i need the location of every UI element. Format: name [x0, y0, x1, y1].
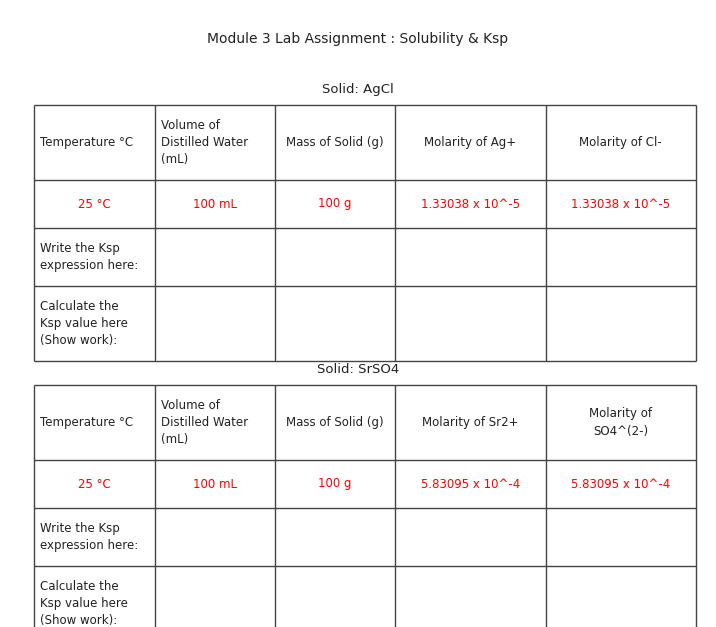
Text: Temperature °C: Temperature °C — [40, 136, 133, 149]
Text: 100 mL: 100 mL — [193, 198, 237, 211]
Text: Mass of Solid (g): Mass of Solid (g) — [286, 416, 384, 429]
Text: 100 g: 100 g — [319, 198, 352, 211]
Text: Write the Ksp
expression here:: Write the Ksp expression here: — [40, 522, 139, 552]
Text: Solid: AgCl: Solid: AgCl — [322, 83, 394, 96]
Text: Temperature °C: Temperature °C — [40, 416, 133, 429]
Text: 100 g: 100 g — [319, 478, 352, 490]
Text: Solid: SrSO4: Solid: SrSO4 — [317, 363, 399, 376]
Text: Calculate the
Ksp value here
(Show work):: Calculate the Ksp value here (Show work)… — [40, 580, 128, 627]
Text: 5.83095 x 10^-4: 5.83095 x 10^-4 — [421, 478, 520, 490]
Text: Molarity of Sr2+: Molarity of Sr2+ — [422, 416, 518, 429]
Text: Volume of
Distilled Water
(mL): Volume of Distilled Water (mL) — [160, 399, 248, 446]
Text: Molarity of Cl-: Molarity of Cl- — [579, 136, 662, 149]
Text: 25 °C: 25 °C — [78, 478, 111, 490]
Text: 1.33038 x 10^-5: 1.33038 x 10^-5 — [571, 198, 670, 211]
Text: Molarity of Ag+: Molarity of Ag+ — [425, 136, 516, 149]
Text: Module 3 Lab Assignment : Solubility & Ksp: Module 3 Lab Assignment : Solubility & K… — [208, 32, 508, 46]
Text: 100 mL: 100 mL — [193, 478, 237, 490]
Text: Calculate the
Ksp value here
(Show work):: Calculate the Ksp value here (Show work)… — [40, 300, 128, 347]
Text: Write the Ksp
expression here:: Write the Ksp expression here: — [40, 242, 139, 272]
Text: Mass of Solid (g): Mass of Solid (g) — [286, 136, 384, 149]
Text: 25 °C: 25 °C — [78, 198, 111, 211]
Text: 5.83095 x 10^-4: 5.83095 x 10^-4 — [571, 478, 670, 490]
Text: 1.33038 x 10^-5: 1.33038 x 10^-5 — [421, 198, 520, 211]
Text: Molarity of
SO4^(2-): Molarity of SO4^(2-) — [589, 408, 652, 438]
Text: Volume of
Distilled Water
(mL): Volume of Distilled Water (mL) — [160, 119, 248, 166]
